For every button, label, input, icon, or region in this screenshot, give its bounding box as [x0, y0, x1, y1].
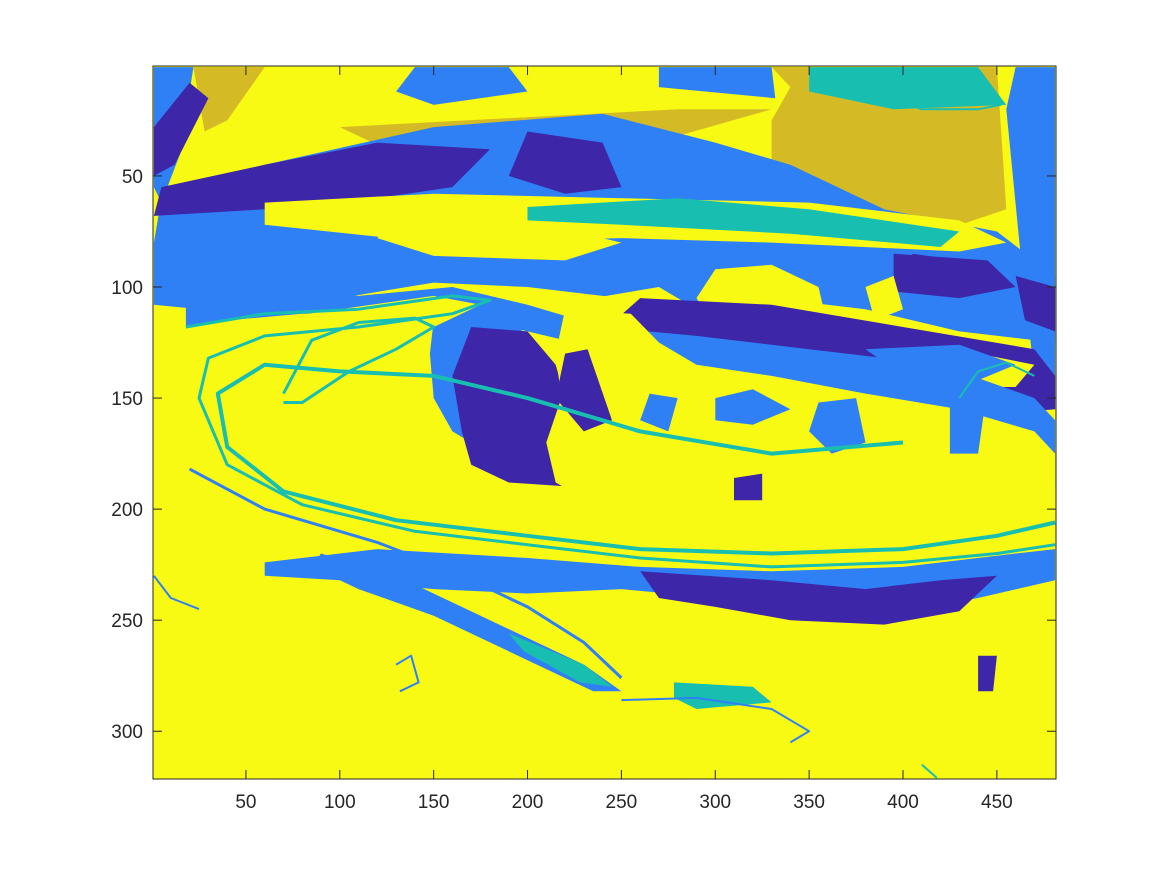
heatmap-region-class-5	[377, 215, 622, 261]
heatmap-region-class-3	[527, 198, 960, 247]
heatmap-edge-class-2	[153, 575, 200, 611]
y-tick-label: 50	[122, 167, 143, 188]
x-tick-label: 350	[793, 792, 825, 813]
heatmap-region-class-5	[865, 275, 903, 321]
y-axis: 50 100 150 200 250 300	[111, 167, 1056, 743]
heatmap-edge-class-2	[621, 696, 811, 744]
heatmap-edge-class-3	[282, 316, 436, 404]
heatmap-region-class-1	[734, 473, 763, 501]
heatmap-region-class-2	[949, 387, 988, 454]
x-tick-label: 200	[512, 792, 544, 813]
heatmap-edge-class-3	[215, 362, 1056, 556]
heatmap-edge-class-3	[958, 361, 1035, 399]
heatmap-edge-class-2	[188, 467, 623, 679]
heatmap-region-class-4	[193, 67, 265, 132]
heatmap-region-class-5	[185, 295, 1056, 563]
heatmap-region-class-1	[1015, 275, 1056, 332]
x-tick-label: 100	[324, 792, 356, 813]
heatmap-region-class-1	[912, 253, 969, 292]
heatmap-region-class-1	[640, 571, 997, 625]
x-tick-label: 150	[418, 792, 450, 813]
y-tick-label: 200	[111, 500, 143, 521]
y-tick-label: 300	[111, 722, 143, 743]
x-tick-label: 300	[699, 792, 731, 813]
heatmap-region-class-1	[153, 82, 209, 176]
heatmap-region-class-2	[640, 393, 678, 432]
heatmap-region-class-3	[809, 67, 1007, 110]
heatmap-region-class-3	[508, 633, 612, 687]
x-tick-label: 50	[235, 792, 256, 813]
heatmap-region-class-1	[153, 142, 490, 216]
heatmap-plot-area	[153, 66, 1056, 779]
heatmap-region-class-2	[396, 67, 528, 105]
x-tick-label: 400	[887, 792, 919, 813]
heatmap-edge-class-2	[395, 654, 420, 693]
heatmap-region-class-2	[809, 398, 866, 454]
x-tick-label: 250	[606, 792, 638, 813]
heatmap-region-class-5	[546, 309, 1056, 523]
heatmap-region-class-2	[658, 67, 776, 99]
heatmap-regions	[153, 67, 1056, 779]
heatmap-region-class-2	[185, 287, 1056, 487]
y-tick-label: 150	[111, 389, 143, 410]
heatmap-region-class-2	[715, 389, 791, 425]
x-axis: 50 100 150 200 250 300 350 400 450	[235, 66, 1013, 813]
y-tick-label: 250	[111, 611, 143, 632]
heatmap-region-class-1	[508, 131, 622, 194]
heatmap-edge-class-3	[185, 294, 1056, 569]
heatmap-edge-class-3	[921, 763, 938, 779]
axes-box	[152, 65, 1057, 780]
heatmap-region-class-3	[674, 682, 772, 709]
y-tick-label: 100	[111, 278, 143, 299]
x-tick-label: 450	[981, 792, 1013, 813]
heatmap-region-class-1	[978, 655, 997, 692]
